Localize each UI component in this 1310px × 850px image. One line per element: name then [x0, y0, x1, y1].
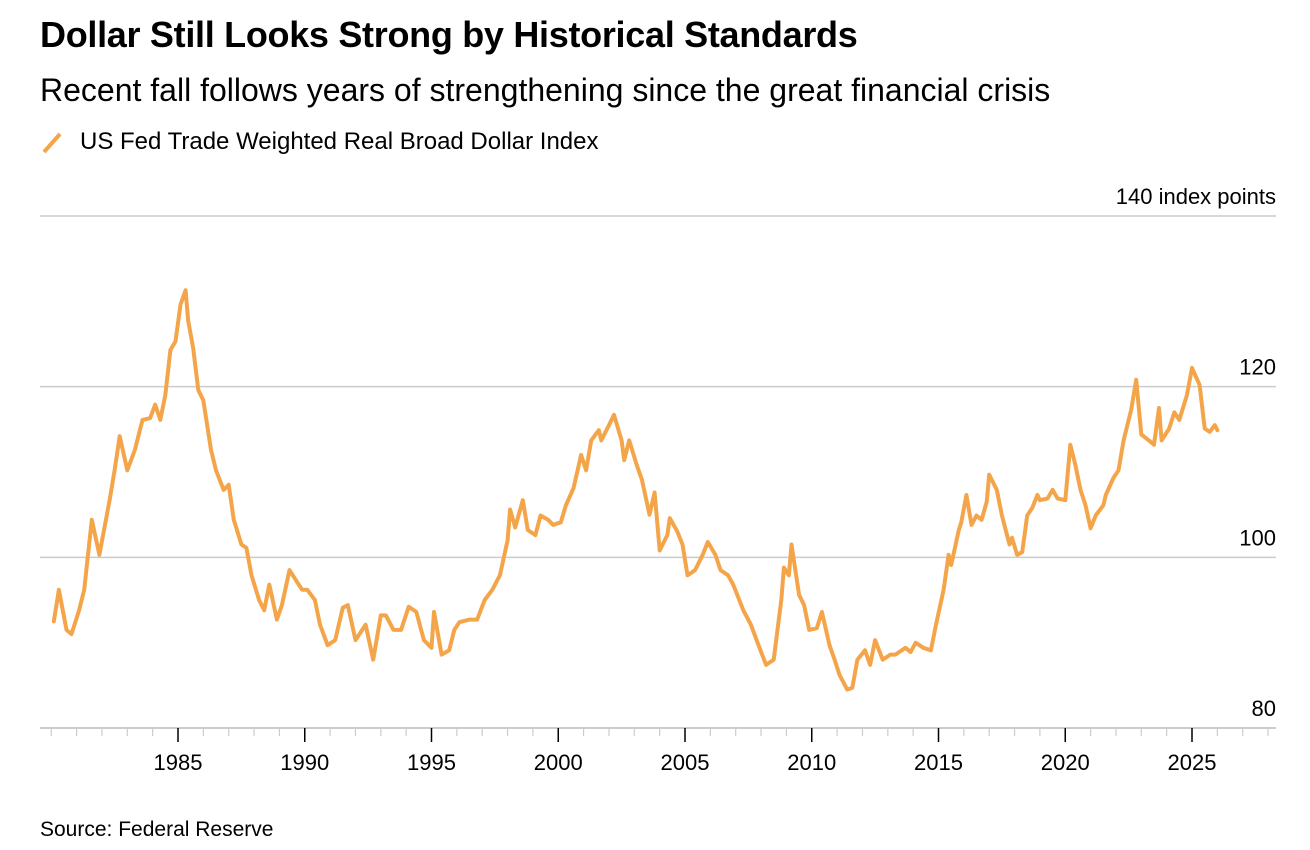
y-tick-label: 120: [1239, 355, 1276, 380]
x-tick-label: 2010: [787, 750, 836, 775]
chart-title: Dollar Still Looks Strong by Historical …: [40, 14, 858, 55]
x-axis: 1985 1990 1995 2000 2005 2010 2015 2020 2025: [50, 728, 1269, 775]
y-axis: 80 100 120 140 index points: [1116, 184, 1276, 721]
x-tick-label: 1990: [280, 750, 329, 775]
source-note: Source: Federal Reserve: [40, 818, 274, 841]
x-tick-label: 2005: [661, 750, 710, 775]
y-tick-label: 80: [1252, 696, 1276, 721]
legend: US Fed Trade Weighted Real Broad Dollar …: [40, 128, 599, 156]
series-line: [51, 288, 1220, 692]
x-tick-label: 2025: [1168, 750, 1217, 775]
y-tick-label: 140 index points: [1116, 184, 1276, 209]
gridlines: [40, 215, 1276, 729]
x-tick-label: 2000: [534, 750, 583, 775]
x-tick-label: 1985: [154, 750, 203, 775]
x-tick-label: 1995: [407, 750, 456, 775]
x-tick-label: 2020: [1041, 750, 1090, 775]
x-tick-label: 2015: [914, 750, 963, 775]
series-layer: [51, 288, 1220, 692]
chart-subtitle: Recent fall follows years of strengtheni…: [40, 72, 1051, 108]
diagonal-line-icon: [40, 128, 68, 156]
legend-label: US Fed Trade Weighted Real Broad Dollar …: [80, 128, 599, 155]
y-tick-label: 100: [1239, 525, 1276, 550]
